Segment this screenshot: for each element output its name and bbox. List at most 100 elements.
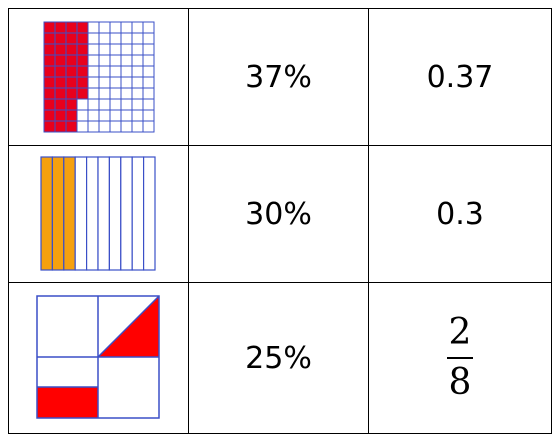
grid-square [109,32,121,45]
grid-square [120,65,132,78]
strip [85,156,99,271]
model-cell [8,145,189,283]
grid-square [43,87,55,100]
grid-square [142,54,154,67]
percent-cell: 30% [188,145,369,283]
grid-square [120,43,132,56]
grid-square [65,87,77,100]
grid-square [98,32,110,45]
percent-value: 30% [245,196,312,232]
fraction-cell: 2 8 [368,282,552,434]
hundred-grid-model [43,21,154,133]
grid-square [98,98,110,111]
grid-square [65,76,77,89]
grid-square [120,98,132,111]
grid-square [43,65,55,78]
table-row: 30% 0.3 [8,145,552,283]
grid-square [131,43,143,56]
grid-square [109,65,121,78]
grid-square [87,76,99,89]
percent-value: 25% [245,340,312,376]
fraction-bar [446,357,474,359]
grid-square [43,98,55,111]
fraction: 2 8 [445,315,476,401]
table-row: 25% 2 8 [8,282,552,434]
grid-square [65,54,77,67]
grid-square [54,43,66,56]
grid-square [87,65,99,78]
grid-square [65,109,77,122]
decimal-value: 0.37 [426,59,494,95]
model-cell [8,282,189,434]
fraction-numerator: 2 [448,312,472,353]
grid-square [131,109,143,122]
grid-square [98,21,110,34]
decimal-cell: 0.3 [368,145,552,283]
grid-square [131,32,143,45]
grid-square [43,32,55,45]
decimal-value: 0.3 [436,196,484,232]
grid-square [54,109,66,122]
grid-square [131,21,143,34]
grid-square [43,54,55,67]
strip [39,156,53,271]
grid-square [54,87,66,100]
grid-square [131,76,143,89]
grid-square [142,65,154,78]
percent-cell: 25% [188,282,369,434]
grid-square [120,120,132,133]
grid-square [43,21,55,34]
grid-square [120,109,132,122]
grid-square [109,21,121,34]
grid-square [54,32,66,45]
grid-square [142,98,154,111]
ten-strip-model [39,156,156,271]
percent-value: 37% [245,59,312,95]
grid-square [142,76,154,89]
grid-square [76,87,88,100]
grid-square [87,98,99,111]
strip [62,156,76,271]
strip [96,156,110,271]
grid-square [87,87,99,100]
grid-square [98,120,110,133]
grid-square [142,21,154,34]
grid-square [76,109,88,122]
grid-square [76,43,88,56]
grid-square [109,98,121,111]
model-cell [8,8,189,146]
grid-square [87,32,99,45]
grid-square [142,109,154,122]
grid-square [65,98,77,111]
grid-square [76,120,88,133]
grid-square [87,54,99,67]
grid-square [65,21,77,34]
grid-square [87,109,99,122]
grid-square [76,98,88,111]
grid-square [54,54,66,67]
strip [108,156,121,271]
strip [51,156,64,271]
grid-square [76,76,88,89]
grid-square [98,54,110,67]
grid-square [54,76,66,89]
grid-square [76,54,88,67]
grid-square [109,109,121,122]
grid-square [142,32,154,45]
grid-square [98,109,110,122]
grid-square [131,98,143,111]
fraction-denominator: 8 [448,362,472,403]
grid-square [131,87,143,100]
grid-square [142,120,154,133]
grid-square [43,109,55,122]
grid-square [43,76,55,89]
grid-square [76,65,88,78]
grid-square [76,32,88,45]
grid-square [142,43,154,56]
grid-square [54,98,66,111]
comparison-table: 37% 0.37 30% 0.3 25% 2 8 [8,8,552,434]
grid-square [120,54,132,67]
grid-square [109,87,121,100]
grid-square [142,87,154,100]
decimal-cell: 0.37 [368,8,552,146]
